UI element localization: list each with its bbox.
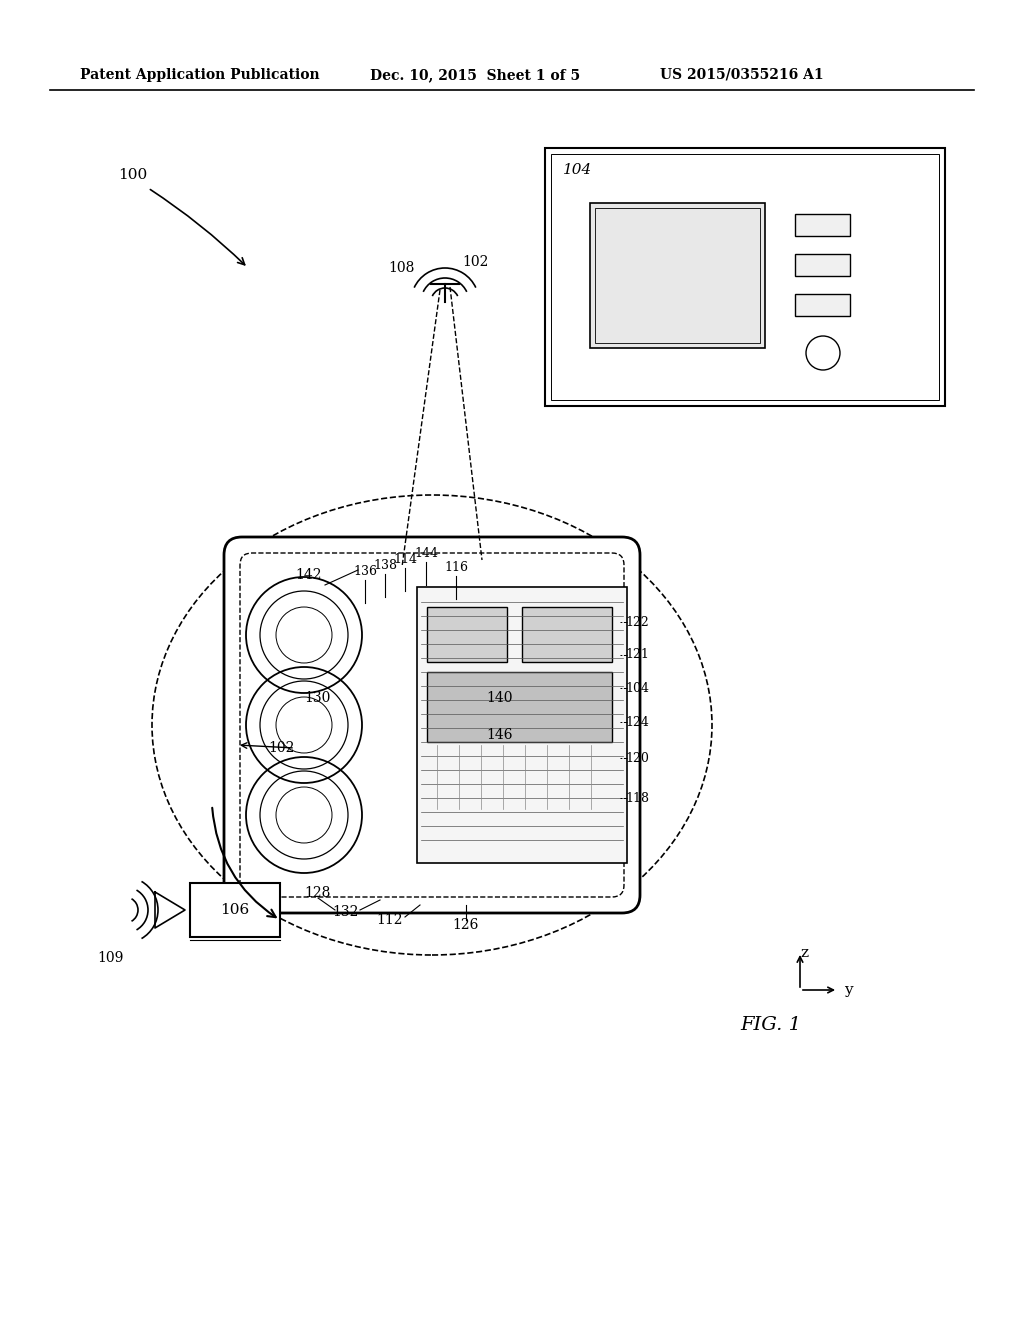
Text: 109: 109: [97, 950, 123, 965]
FancyBboxPatch shape: [224, 537, 640, 913]
Text: 116: 116: [444, 561, 468, 574]
Text: 114: 114: [393, 553, 417, 566]
Text: FIG. 1: FIG. 1: [740, 1016, 801, 1034]
Text: 120: 120: [625, 751, 649, 764]
Text: 104: 104: [625, 681, 649, 694]
Text: 100: 100: [118, 168, 147, 182]
Text: Dec. 10, 2015  Sheet 1 of 5: Dec. 10, 2015 Sheet 1 of 5: [370, 69, 581, 82]
Text: 128: 128: [305, 886, 331, 900]
Text: 144: 144: [414, 546, 438, 560]
Text: 118: 118: [625, 792, 649, 804]
Text: 121: 121: [625, 648, 649, 661]
Text: 124: 124: [625, 715, 649, 729]
Text: 106: 106: [220, 903, 250, 917]
Text: 102: 102: [462, 255, 488, 269]
Bar: [595, 209, 760, 343]
Bar: [795, 253, 850, 276]
FancyArrowPatch shape: [151, 190, 245, 265]
Text: 126: 126: [453, 917, 479, 932]
Text: 130: 130: [305, 690, 331, 705]
FancyArrowPatch shape: [242, 743, 292, 748]
Text: 142: 142: [296, 568, 322, 582]
Bar: [417, 587, 627, 863]
Text: 122: 122: [625, 615, 649, 628]
Text: 136: 136: [353, 565, 377, 578]
Bar: [545, 148, 945, 407]
Text: z: z: [800, 946, 808, 960]
Text: 138: 138: [373, 558, 397, 572]
Bar: [590, 203, 765, 348]
Text: 146: 146: [486, 729, 513, 742]
Text: 108: 108: [389, 261, 415, 275]
Bar: [427, 607, 507, 663]
Bar: [795, 214, 850, 236]
Text: Patent Application Publication: Patent Application Publication: [80, 69, 319, 82]
Text: y: y: [844, 983, 853, 997]
Bar: [795, 294, 850, 315]
FancyArrowPatch shape: [212, 808, 275, 917]
Text: 140: 140: [486, 690, 513, 705]
Text: 112: 112: [377, 913, 403, 927]
Text: US 2015/0355216 A1: US 2015/0355216 A1: [660, 69, 823, 82]
Text: 132: 132: [332, 906, 358, 919]
Bar: [551, 154, 939, 400]
Bar: [190, 883, 280, 937]
Text: 102: 102: [268, 741, 295, 755]
Text: 104: 104: [563, 162, 592, 177]
Bar: [522, 607, 612, 663]
Bar: [427, 672, 612, 742]
